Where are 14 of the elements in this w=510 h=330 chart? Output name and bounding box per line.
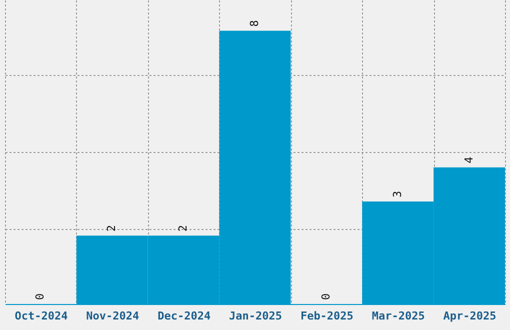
data-label: 0 [319,293,332,300]
x-tick-label: Oct-2024 [14,310,68,322]
data-label: 2 [105,225,118,232]
x-tick-label: Feb-2025 [300,310,354,322]
x-tick-label: Dec-2024 [158,310,211,322]
x-tick-label: Nov-2024 [86,310,140,322]
data-label: 4 [462,156,476,164]
data-label: 0 [34,293,47,300]
data-label: 3 [390,190,404,198]
x-tick-label: Jan-2025 [229,310,282,322]
x-tick-label: Mar-2025 [372,310,425,322]
data-label: 8 [248,20,261,27]
data-label: 2 [176,225,190,232]
x-tick-label: Apr-2025 [443,310,496,322]
